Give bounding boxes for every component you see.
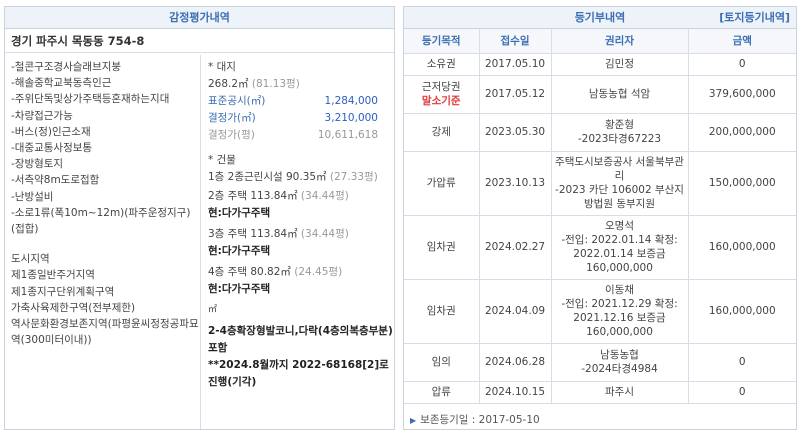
floor-4: 4층 주택 80.82㎡ (24.45평) xyxy=(208,266,343,278)
feature-item: -철콘구조경사슬래브지붕 xyxy=(11,61,122,73)
feature-item: -해솔중학교북동측인근 xyxy=(11,77,112,90)
zoning-item: 제1종지구단위계획구역 xyxy=(11,285,115,298)
valuation-details: * 대지 268.2㎡ (81.13평) 표준공시(㎡) 1,284,000 결정… xyxy=(202,55,394,429)
feature-item: -버스(정)인근소재 xyxy=(11,125,91,138)
baseline-badge: 말소기준 xyxy=(421,95,461,107)
floor-4-now: 현:다가구주택 xyxy=(208,283,271,295)
building-header: * 건물 xyxy=(208,154,236,166)
unit-sqm: ㎡ xyxy=(208,305,218,315)
zoning-item: 제1종일반주거지역 xyxy=(11,269,95,282)
table-row: 강제 2023.05.30 황준형 -2023타경67223 200,000,00… xyxy=(404,113,796,152)
feature-item: -대중교통사정보통 xyxy=(11,142,93,155)
decision-pyeong-row: 결정가(평) 10,611,618 xyxy=(208,129,378,141)
note-balcony: 2-4층확장형발코니,다락(4층의복층부분)포함 xyxy=(208,325,393,354)
decision-price: 3,210,000 xyxy=(324,112,378,124)
feature-item: -장방형토지 xyxy=(11,158,64,171)
table-header-row: 등기목적 접수일 권리자 금액 xyxy=(404,29,796,54)
land-header: * 대지 xyxy=(208,61,236,73)
triangle-icon: ▶ xyxy=(410,416,417,425)
official-price: 1,284,000 xyxy=(324,95,378,107)
floor-3-now: 현:다가구주택 xyxy=(208,245,271,257)
zoning-label: 도시지역 xyxy=(11,253,50,266)
table-row: 근저당권 말소기준 2017.05.12 남동농협 석암 379,600,000 xyxy=(404,75,796,114)
property-address: 경기 파주시 목동동 754-8 xyxy=(5,29,394,53)
feature-item: -차량접근가능 xyxy=(11,109,73,122)
floor-1: 1층 2종근린시설 90.35㎡ (27.33평) xyxy=(208,171,378,183)
floor-2-now: 현:다가구주택 xyxy=(208,207,271,219)
col-date: 접수일 xyxy=(479,29,552,54)
feature-item: -주위단독및상가주택등혼재하는지대 xyxy=(11,93,170,106)
land-area: 268.2㎡ (81.13평) xyxy=(208,78,300,90)
table-row: 가압류 2023.10.13 주택도시보증공사 서울북부관리 -2023 카단 1… xyxy=(404,151,796,216)
table-row: 임차권 2024.02.27 오명석 -전입: 2022.01.14 확정: 20… xyxy=(404,215,796,280)
appraisal-title: 감정평가내역 xyxy=(5,7,394,29)
registry-panel: 등기부내역 [토지등기내역] 등기목적 접수일 권리자 금액 소유권 2017.… xyxy=(403,6,797,430)
table-row: 임의 2024.06.28 남동농협 -2024타경4984 0 xyxy=(404,343,796,382)
official-price-row: 표준공시(㎡) 1,284,000 xyxy=(208,93,394,110)
table-row: 소유권 2017.05.10 김민정 0 xyxy=(404,53,796,76)
land-registry-link[interactable]: [토지등기내역] xyxy=(719,11,790,24)
decision-price-row: 결정가(㎡) 3,210,000 xyxy=(208,110,394,127)
col-amount: 금액 xyxy=(688,29,796,54)
preservation-date-note: ▶ 보존등기일 : 2017-05-10 xyxy=(410,414,540,426)
registry-title: 등기부내역 xyxy=(574,11,626,24)
table-row: 임차권 2024.04.09 이동채 -전입: 2021.12.29 확정: 20… xyxy=(404,279,796,344)
col-purpose: 등기목적 xyxy=(404,29,480,54)
zoning-item: 가축사육제한구역(전부제한) xyxy=(11,301,136,314)
feature-list: -철콘구조경사슬래브지붕 -해솔중학교북동측인근 -주위단독및상가주택등혼재하는… xyxy=(5,55,201,429)
appraisal-panel: 감정평가내역 경기 파주시 목동동 754-8 -철콘구조경사슬래브지붕 -해솔… xyxy=(4,6,395,430)
note-history: **2024.8월까지 2022-68168[2]로 진행(기각) xyxy=(208,359,389,388)
registry-header: 등기부내역 [토지등기내역] xyxy=(404,7,796,29)
feature-item: -난방설비 xyxy=(11,190,54,203)
registry-table: 등기목적 접수일 권리자 금액 소유권 2017.05.10 김민정 0 근저당… xyxy=(404,29,796,404)
feature-item: -소로1류(폭10m~12m)(파주운정지구)(접합) xyxy=(11,206,191,236)
floor-3: 3층 주택 113.84㎡ (34.44평) xyxy=(208,228,349,240)
floor-2: 2층 주택 113.84㎡ (34.44평) xyxy=(208,190,349,202)
col-holder: 권리자 xyxy=(551,29,689,54)
table-row: 압류 2024.10.15 파주시 0 xyxy=(404,381,796,404)
zoning-item: 역사문화환경보존지역(파평윤씨정정공파묘역(300미터이내)) xyxy=(11,318,199,347)
feature-item: -서측약8m도로접함 xyxy=(11,174,100,187)
